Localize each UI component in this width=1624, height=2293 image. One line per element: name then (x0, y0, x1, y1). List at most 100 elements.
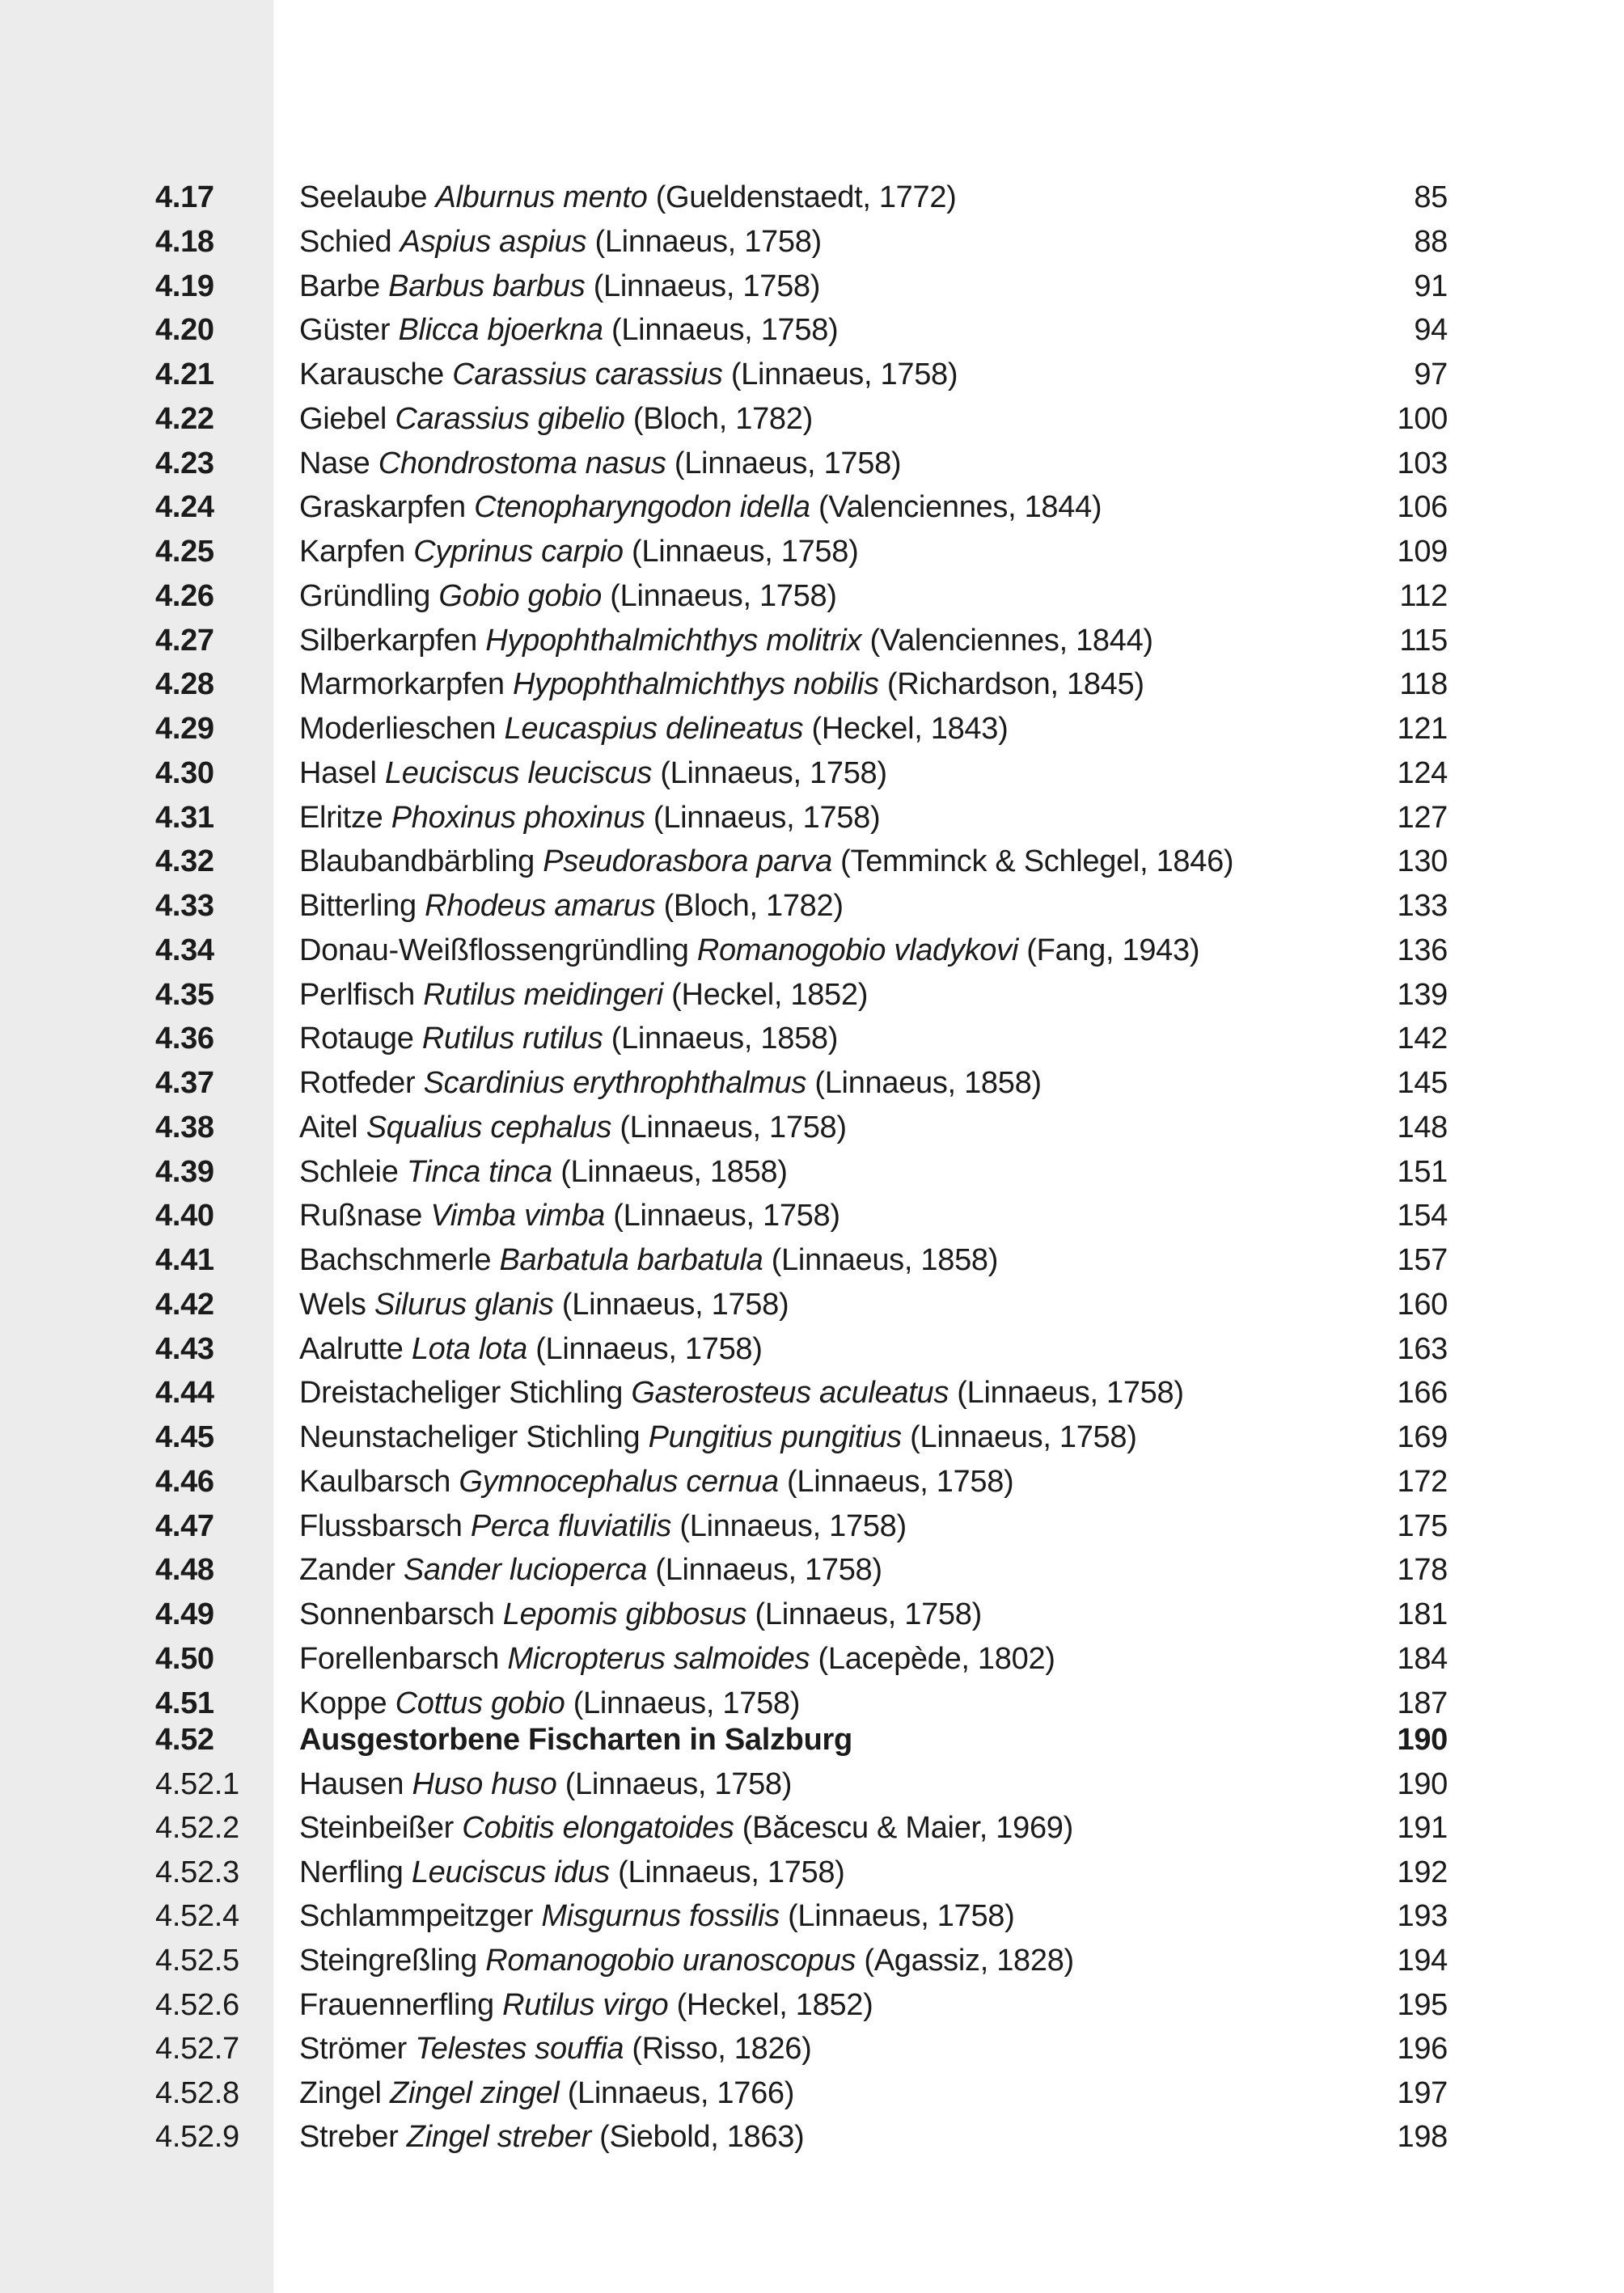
common-name: Schleie (299, 1154, 399, 1189)
toc-entry[interactable]: 4.38 Aitel Squalius cephalus (Linnaeus, 1… (0, 1106, 1624, 1149)
toc-title: Schlammpeitzger Misgurnus fossilis (Linn… (299, 1894, 1015, 1938)
toc-entry[interactable]: 4.23 Nase Chondrostoma nasus (Linnaeus, 1… (0, 442, 1624, 485)
toc-entry[interactable]: 4.41 Bachschmerle Barbatula barbatula (Li… (0, 1238, 1624, 1282)
toc-title: Silberkarpfen Hypophthalmichthys molitri… (299, 619, 1153, 662)
toc-entry[interactable]: 4.42 Wels Silurus glanis (Linnaeus, 1758)… (0, 1283, 1624, 1326)
toc-page-number: 85 (1414, 180, 1448, 214)
toc-number: 4.48 (155, 1553, 214, 1588)
toc-entry[interactable]: 4.52.9 Streber Zingel streber (Siebold, 1… (0, 2115, 1624, 2159)
scientific-name: Vimba vimba (430, 1199, 606, 1233)
toc-title: Kaulbarsch Gymnocephalus cernua (Linnaeu… (299, 1460, 1014, 1504)
author-citation: (Linnaeus, 1758) (535, 1331, 763, 1366)
author-citation: (Linnaeus, 1758) (655, 1553, 882, 1588)
toc-page-number: 145 (1397, 1066, 1448, 1100)
scientific-name: Squalius cephalus (366, 1110, 612, 1144)
author-citation: (Linnaeus, 1758) (957, 1376, 1184, 1411)
author-citation: (Agassiz, 1828) (864, 1944, 1074, 1978)
toc-page-number: 127 (1397, 800, 1448, 835)
toc-page-number: 154 (1397, 1199, 1448, 1233)
toc-entry[interactable]: 4.28 Marmorkarpfen Hypophthalmichthys nob… (0, 662, 1624, 706)
common-name: Nerfling (299, 1855, 404, 1889)
toc-title: Perlfisch Rutilus meidingeri (Heckel, 18… (299, 973, 868, 1017)
common-name: Barbe (299, 269, 380, 303)
toc-entry[interactable]: 4.29 Moderlieschen Leucaspius delineatus … (0, 707, 1624, 751)
toc-number: 4.39 (155, 1154, 214, 1189)
toc-entry[interactable]: 4.22 Giebel Carassius gibelio (Bloch, 178… (0, 397, 1624, 441)
common-name: Forellenbarsch (299, 1641, 500, 1676)
common-name: Sonnenbarsch (299, 1597, 495, 1631)
toc-page-number: 160 (1397, 1287, 1448, 1322)
toc-entry[interactable]: 4.49 Sonnenbarsch Lepomis gibbosus (Linna… (0, 1593, 1624, 1636)
toc-entry[interactable]: 4.50 Forellenbarsch Micropterus salmoides… (0, 1637, 1624, 1681)
scientific-name: Huso huso (412, 1766, 557, 1801)
toc-page-number: 193 (1397, 1899, 1448, 1934)
toc-entry[interactable]: 4.52.1 Hausen Huso huso (Linnaeus, 1758) 1… (0, 1762, 1624, 1806)
scientific-name: Telestes souffia (415, 2032, 624, 2067)
toc-entry[interactable]: 4.43 Aalrutte Lota lota (Linnaeus, 1758) 1… (0, 1327, 1624, 1371)
toc-entry[interactable]: 4.51 Koppe Cottus gobio (Linnaeus, 1758) 1… (0, 1682, 1624, 1725)
toc-entry[interactable]: 4.21 Karausche Carassius carassius (Linna… (0, 353, 1624, 396)
toc-page-number: 94 (1414, 313, 1448, 348)
toc-number: 4.52.5 (155, 1944, 239, 1978)
author-citation: (Linnaeus, 1758) (632, 535, 859, 569)
toc-entry[interactable]: 4.52.4 Schlammpeitzger Misgurnus fossilis… (0, 1894, 1624, 1938)
common-name: Koppe (299, 1686, 387, 1720)
toc-page-number: 115 (1399, 623, 1448, 658)
toc-entry[interactable]: 4.36 Rotauge Rutilus rutilus (Linnaeus, 1… (0, 1017, 1624, 1060)
toc-entry[interactable]: 4.37 Rotfeder Scardinius erythrophthalmus… (0, 1061, 1624, 1105)
toc-number: 4.51 (155, 1686, 214, 1720)
toc-entry[interactable]: 4.20 Güster Blicca bjoerkna (Linnaeus, 17… (0, 308, 1624, 352)
toc-number: 4.31 (155, 800, 214, 835)
toc-title: Flussbarsch Perca fluviatilis (Linnaeus,… (299, 1504, 907, 1548)
toc-entry[interactable]: 4.30 Hasel Leuciscus leuciscus (Linnaeus,… (0, 751, 1624, 795)
scientific-name: Chondrostoma nasus (378, 446, 666, 480)
toc-title: Seelaube Alburnus mento (Gueldenstaedt, … (299, 176, 957, 219)
toc-entry[interactable]: 4.52.5 Steingreßling Romanogobio uranosco… (0, 1939, 1624, 1982)
toc-entry[interactable]: 4.35 Perlfisch Rutilus meidingeri (Heckel… (0, 973, 1624, 1017)
toc-entry[interactable]: 4.44 Dreistacheliger Stichling Gasteroste… (0, 1371, 1624, 1415)
common-name: Streber (299, 2120, 399, 2155)
toc-entry[interactable]: 4.32 Blaubandbärbling Pseudorasbora parva… (0, 840, 1624, 883)
toc-section-heading[interactable]: 4.52 Ausgestorbene Fischarten in Salzbur… (0, 1718, 1624, 1762)
toc-title: Aalrutte Lota lota (Linnaeus, 1758) (299, 1327, 763, 1371)
toc-entry[interactable]: 4.52.8 Zingel Zingel zingel (Linnaeus, 17… (0, 2071, 1624, 2115)
toc-title: Barbe Barbus barbus (Linnaeus, 1758) (299, 264, 820, 308)
toc-page-number: 151 (1397, 1154, 1448, 1189)
author-citation: (Linnaeus, 1758) (674, 446, 902, 480)
toc-entry[interactable]: 4.45 Neunstacheliger Stichling Pungitius … (0, 1415, 1624, 1459)
toc-entry[interactable]: 4.26 Gründling Gobio gobio (Linnaeus, 175… (0, 574, 1624, 618)
toc-entry[interactable]: 4.17 Seelaube Alburnus mento (Gueldenstae… (0, 176, 1624, 219)
toc-number: 4.32 (155, 844, 214, 879)
toc-entry[interactable]: 4.52.3 Nerfling Leuciscus idus (Linnaeus,… (0, 1851, 1624, 1894)
common-name: Güster (299, 313, 391, 348)
toc-entry[interactable]: 4.39 Schleie Tinca tinca (Linnaeus, 1858)… (0, 1150, 1624, 1194)
toc-entry[interactable]: 4.24 Graskarpfen Ctenopharyngodon idella … (0, 485, 1624, 529)
common-name: Schied (299, 224, 392, 259)
author-citation: (Linnaeus, 1858) (771, 1243, 999, 1277)
toc-entry[interactable]: 4.25 Karpfen Cyprinus carpio (Linnaeus, 1… (0, 530, 1624, 573)
toc-entry[interactable]: 4.52.6 Frauennerfling Rutilus virgo (Heck… (0, 1983, 1624, 2027)
toc-entry[interactable]: 4.33 Bitterling Rhodeus amarus (Bloch, 17… (0, 884, 1624, 928)
common-name: Steinbeißer (299, 1811, 455, 1846)
toc-entry[interactable]: 4.47 Flussbarsch Perca fluviatilis (Linna… (0, 1504, 1624, 1548)
toc-entry[interactable]: 4.52.2 Steinbeißer Cobitis elongatoides (… (0, 1806, 1624, 1850)
toc-entry[interactable]: 4.46 Kaulbarsch Gymnocephalus cernua (Lin… (0, 1460, 1624, 1504)
common-name: Zander (299, 1553, 395, 1588)
toc-entry[interactable]: 4.52.7 Strömer Telestes souffia (Risso, 1… (0, 2027, 1624, 2071)
toc-title: Nerfling Leuciscus idus (Linnaeus, 1758) (299, 1851, 845, 1894)
scientific-name: Cyprinus carpio (413, 535, 624, 569)
toc-entry[interactable]: 4.31 Elritze Phoxinus phoxinus (Linnaeus,… (0, 796, 1624, 840)
toc-title: Neunstacheliger Stichling Pungitius pung… (299, 1415, 1137, 1459)
scientific-name: Leuciscus idus (411, 1855, 610, 1889)
toc-entry[interactable]: 4.19 Barbe Barbus barbus (Linnaeus, 1758)… (0, 264, 1624, 308)
scientific-name: Pseudorasbora parva (543, 844, 832, 879)
toc-entry[interactable]: 4.27 Silberkarpfen Hypophthalmichthys mol… (0, 619, 1624, 662)
toc-number: 4.19 (155, 269, 214, 303)
toc-entry[interactable]: 4.34 Donau-Weißflossengründling Romanogob… (0, 929, 1624, 972)
toc-number: 4.52.4 (155, 1899, 239, 1934)
common-name: Neunstacheliger Stichling (299, 1420, 641, 1454)
toc-entry[interactable]: 4.18 Schied Aspius aspius (Linnaeus, 1758… (0, 220, 1624, 264)
toc-entry[interactable]: 4.48 Zander Sander lucioperca (Linnaeus, … (0, 1548, 1624, 1592)
toc-page-number: 112 (1399, 578, 1448, 613)
toc-entry[interactable]: 4.40 Rußnase Vimba vimba (Linnaeus, 1758)… (0, 1194, 1624, 1237)
